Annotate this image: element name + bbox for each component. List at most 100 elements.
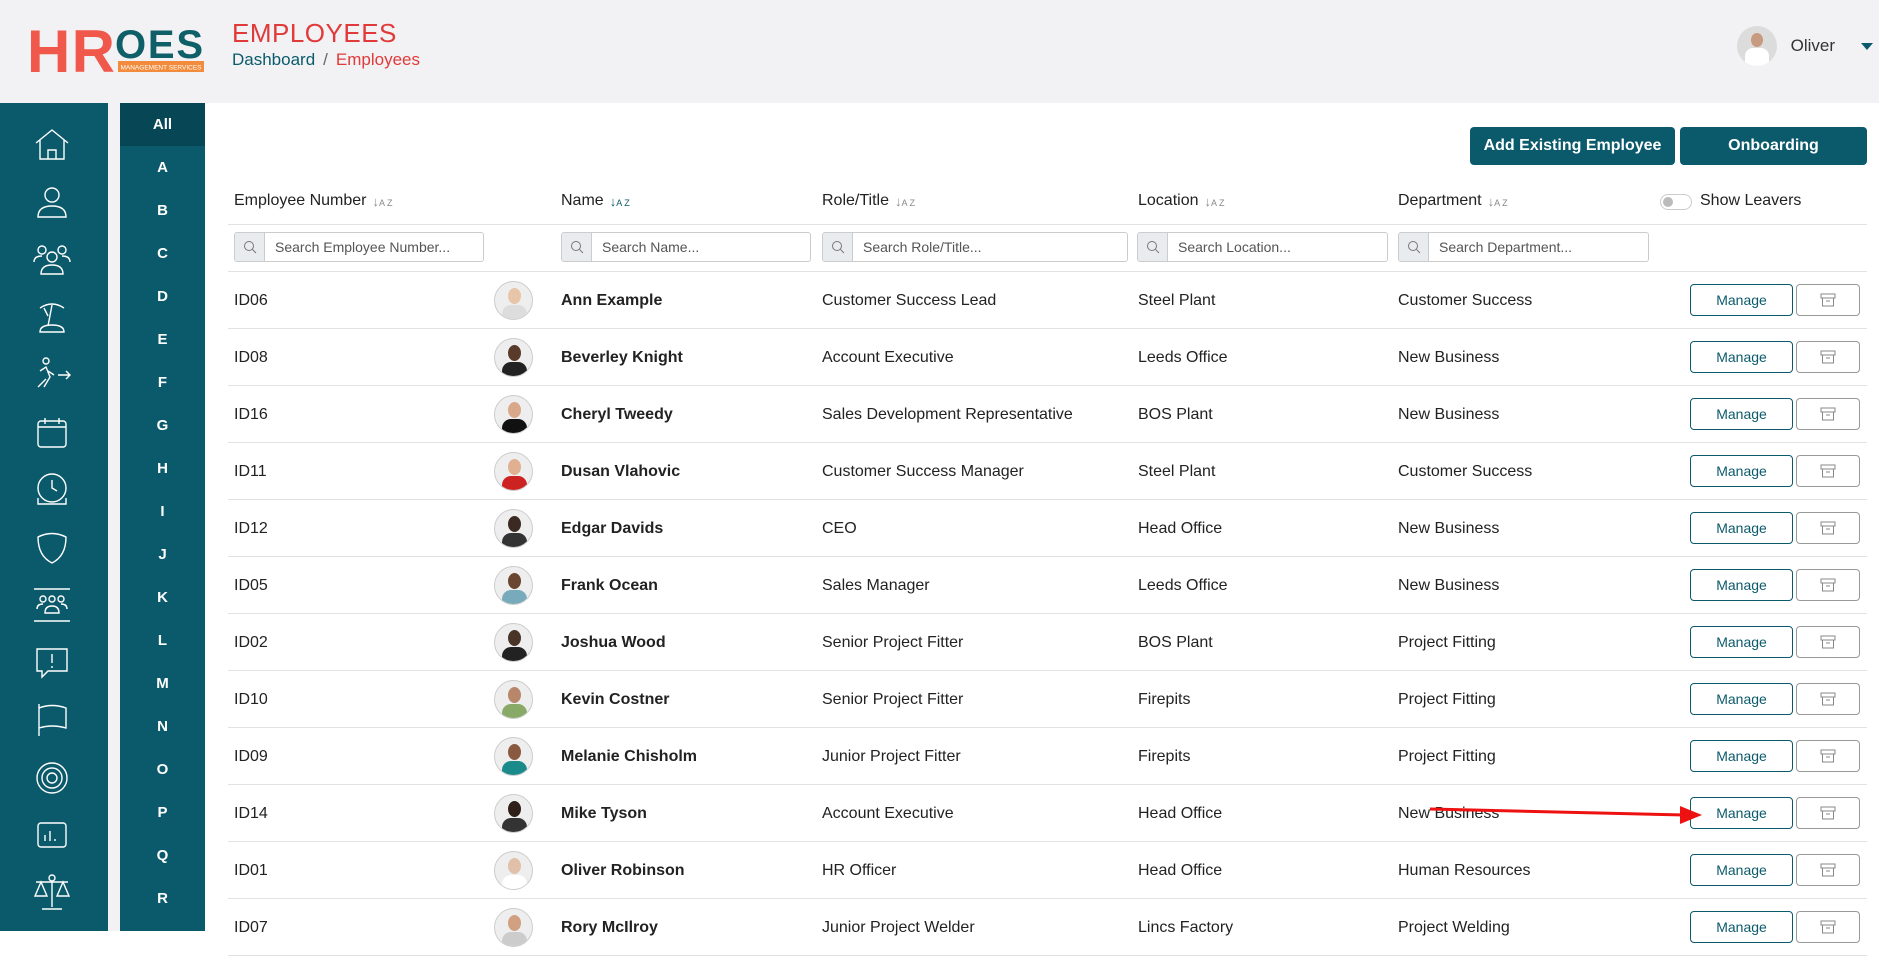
letter-filter-q[interactable]: Q <box>156 847 169 864</box>
employee-name[interactable]: Cheryl Tweedy <box>561 406 673 423</box>
employee-name[interactable]: Oliver Robinson <box>561 862 685 879</box>
search-employee-number[interactable]: Search Employee Number... <box>234 232 484 262</box>
employee-name[interactable]: Beverley Knight <box>561 349 683 366</box>
archive-button[interactable] <box>1796 284 1860 316</box>
archive-button[interactable] <box>1796 512 1860 544</box>
search-input[interactable] <box>854 233 1127 261</box>
archive-button[interactable] <box>1796 911 1860 943</box>
search-role[interactable]: Search Role/Title... <box>822 232 1128 262</box>
manage-button[interactable]: Manage <box>1690 398 1793 430</box>
column-header-3[interactable]: Location ↓A Z <box>1138 192 1225 210</box>
manage-button[interactable]: Manage <box>1690 512 1793 544</box>
sort-icon[interactable]: ↓A Z <box>372 193 393 209</box>
home-icon[interactable] <box>30 125 74 165</box>
clock-icon[interactable] <box>30 470 74 510</box>
employee-role: Junior Project Welder <box>822 919 975 936</box>
manage-button[interactable]: Manage <box>1690 569 1793 601</box>
manage-button[interactable]: Manage <box>1690 740 1793 772</box>
letter-filter-a[interactable]: A <box>157 159 168 176</box>
leaver-icon[interactable] <box>30 355 74 395</box>
archive-button[interactable] <box>1796 569 1860 601</box>
search-department[interactable]: Search Department... <box>1398 232 1649 262</box>
sort-icon[interactable]: ↓A Z <box>1487 193 1508 209</box>
letter-filter-i[interactable]: I <box>160 503 165 520</box>
manage-button[interactable]: Manage <box>1690 341 1793 373</box>
letter-filter-e[interactable]: E <box>157 331 168 348</box>
employee-name[interactable]: Dusan Vlahovic <box>561 463 681 480</box>
archive-button[interactable] <box>1796 854 1860 886</box>
flag-icon[interactable] <box>30 700 74 740</box>
column-header-2[interactable]: Role/Title ↓A Z <box>822 192 915 210</box>
search-name[interactable]: Search Name... <box>561 232 811 262</box>
search-icon <box>1138 233 1168 261</box>
search-location[interactable]: Search Location... <box>1137 232 1388 262</box>
search-input[interactable] <box>1430 233 1648 261</box>
archive-button[interactable] <box>1796 341 1860 373</box>
letter-filter-r[interactable]: R <box>157 890 168 907</box>
letter-filter-h[interactable]: H <box>157 460 168 477</box>
letter-filter-all[interactable]: All <box>120 103 205 146</box>
employee-name[interactable]: Mike Tyson <box>561 805 647 822</box>
archive-button[interactable] <box>1796 683 1860 715</box>
manage-button[interactable]: Manage <box>1690 797 1793 829</box>
target-icon[interactable] <box>30 758 74 798</box>
users-icon[interactable] <box>30 240 74 280</box>
letter-filter-l[interactable]: L <box>157 632 168 649</box>
page-title: EMPLOYEES <box>232 18 397 48</box>
manage-button[interactable]: Manage <box>1690 911 1793 943</box>
archive-button[interactable] <box>1796 740 1860 772</box>
search-input[interactable] <box>1169 233 1387 261</box>
add-existing-employee-button[interactable]: Add Existing Employee <box>1470 127 1675 165</box>
manage-button[interactable]: Manage <box>1690 455 1793 487</box>
alert-message-icon[interactable] <box>30 643 74 683</box>
column-header-0[interactable]: Employee Number ↓A Z <box>234 192 393 210</box>
letter-filter-m[interactable]: M <box>156 675 169 692</box>
search-input[interactable] <box>593 233 810 261</box>
shield-icon[interactable] <box>30 528 74 568</box>
letter-filter-o[interactable]: O <box>156 761 169 778</box>
employee-name[interactable]: Joshua Wood <box>561 634 666 651</box>
search-input[interactable] <box>266 233 483 261</box>
employee-name[interactable]: Frank Ocean <box>561 577 658 594</box>
manage-button[interactable]: Manage <box>1690 854 1793 886</box>
team-icon[interactable] <box>30 585 74 625</box>
letter-filter-k[interactable]: K <box>157 589 168 606</box>
letter-filter-j[interactable]: J <box>158 546 167 563</box>
manage-button[interactable]: Manage <box>1690 626 1793 658</box>
archive-button[interactable] <box>1796 455 1860 487</box>
manage-button[interactable]: Manage <box>1690 284 1793 316</box>
user-icon[interactable] <box>30 183 74 223</box>
show-leavers-toggle[interactable] <box>1660 194 1692 210</box>
archive-button[interactable] <box>1796 398 1860 430</box>
manage-button[interactable]: Manage <box>1690 683 1793 715</box>
report-icon[interactable] <box>30 815 74 855</box>
hroes-logo[interactable]: HR OES MANAGEMENT SERVICES <box>27 20 207 74</box>
onboarding-button[interactable]: Onboarding <box>1680 127 1867 165</box>
column-header-1[interactable]: Name ↓A Z <box>561 192 630 210</box>
letter-filter-g[interactable]: G <box>156 417 169 434</box>
calendar-icon[interactable] <box>30 413 74 453</box>
caret-down-icon[interactable] <box>1861 42 1873 50</box>
sort-icon[interactable]: ↓A Z <box>1204 193 1225 209</box>
column-label: Role/Title <box>822 192 889 209</box>
letter-filter-n[interactable]: N <box>157 718 168 735</box>
scales-icon[interactable] <box>30 873 74 913</box>
archive-button[interactable] <box>1796 797 1860 829</box>
employee-name[interactable]: Kevin Costner <box>561 691 670 708</box>
holiday-icon[interactable] <box>30 298 74 338</box>
breadcrumb-dashboard[interactable]: Dashboard <box>232 50 316 69</box>
archive-button[interactable] <box>1796 626 1860 658</box>
employee-name[interactable]: Rory McIlroy <box>561 919 658 936</box>
sort-icon[interactable]: ↓A Z <box>894 193 915 209</box>
letter-filter-c[interactable]: C <box>157 245 168 262</box>
sort-icon[interactable]: ↓A Z <box>609 193 630 209</box>
letter-filter-d[interactable]: D <box>157 288 168 305</box>
column-header-4[interactable]: Department ↓A Z <box>1398 192 1508 210</box>
employee-name[interactable]: Edgar Davids <box>561 520 664 537</box>
employee-name[interactable]: Melanie Chisholm <box>561 748 698 765</box>
employee-name[interactable]: Ann Example <box>561 292 663 309</box>
user-menu[interactable]: Oliver <box>1736 26 1879 66</box>
letter-filter-b[interactable]: B <box>157 202 168 219</box>
letter-filter-p[interactable]: P <box>157 804 168 821</box>
letter-filter-f[interactable]: F <box>157 374 168 391</box>
